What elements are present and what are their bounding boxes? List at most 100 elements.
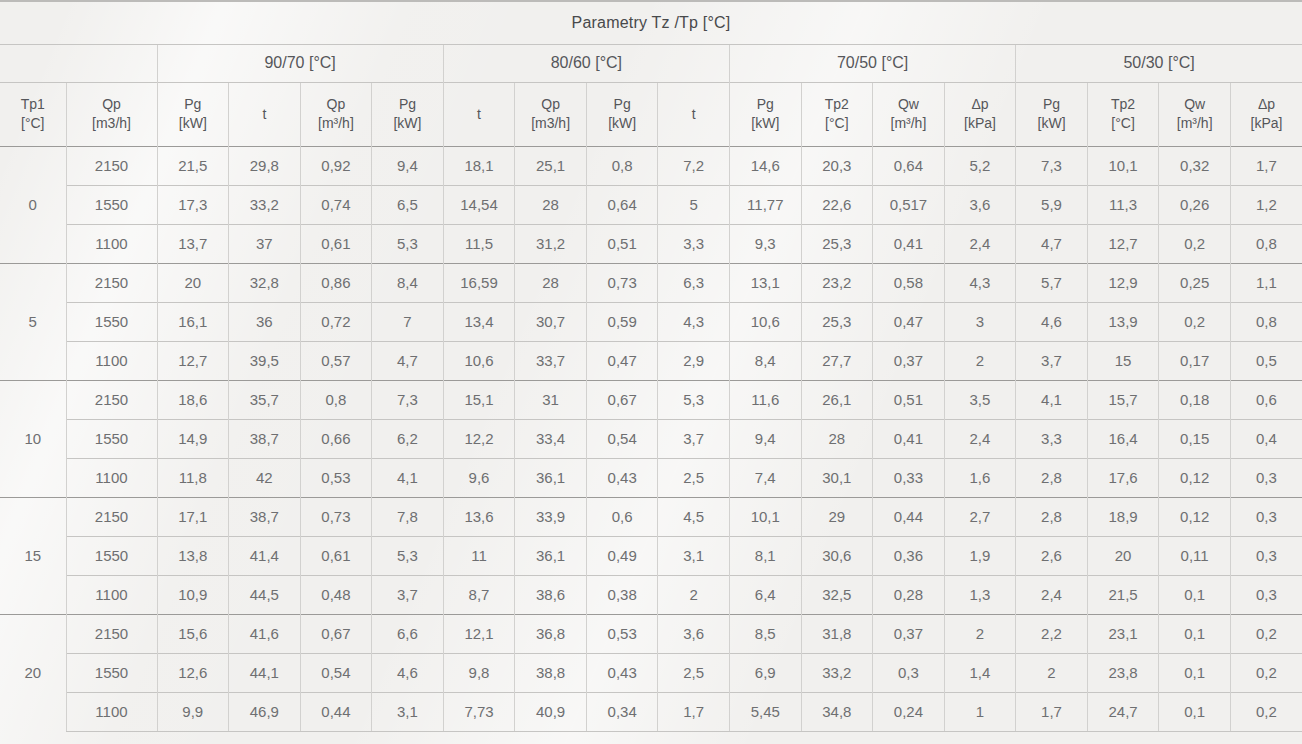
value-cell: 0,49	[586, 536, 658, 575]
value-cell: 18,6	[157, 380, 229, 419]
value-cell: 0,54	[300, 653, 372, 692]
value-cell: 0,74	[300, 185, 372, 224]
column-header: Tp1[°C]	[0, 82, 66, 146]
value-cell: 3,7	[372, 575, 444, 614]
value-cell: 33,4	[515, 419, 587, 458]
value-cell: 12,6	[157, 653, 229, 692]
value-cell: 9,8	[443, 653, 515, 692]
qp-cell: 1100	[66, 575, 157, 614]
value-cell: 3,6	[944, 185, 1016, 224]
value-cell: 0,67	[586, 380, 658, 419]
qp-cell: 2150	[66, 146, 157, 185]
value-cell: 38,7	[229, 419, 301, 458]
value-cell: 0,5	[1230, 341, 1302, 380]
value-cell: 31,8	[801, 614, 873, 653]
value-cell: 0,36	[873, 536, 945, 575]
value-cell: 2,4	[1016, 575, 1088, 614]
value-cell: 2,2	[1016, 614, 1088, 653]
value-cell: 0,53	[300, 458, 372, 497]
value-cell: 1,1	[1230, 263, 1302, 302]
value-cell: 2,4	[944, 224, 1016, 263]
value-cell: 0,6	[1230, 380, 1302, 419]
value-cell: 1,7	[1016, 692, 1088, 731]
value-cell: 1	[944, 692, 1016, 731]
column-header: Pg[kW]	[157, 82, 229, 146]
qp-cell: 1550	[66, 419, 157, 458]
value-cell: 13,4	[443, 302, 515, 341]
column-header: Qp[m3/h]	[515, 82, 587, 146]
value-cell: 0,3	[1230, 497, 1302, 536]
column-header-row: Tp1[°C]Qp[m3/h]Pg[kW]tQp[m³/h]Pg[kW]tQp[…	[0, 82, 1302, 146]
value-cell: 33,7	[515, 341, 587, 380]
value-cell: 12,7	[1087, 224, 1159, 263]
value-cell: 0,92	[300, 146, 372, 185]
value-cell: 6,6	[372, 614, 444, 653]
value-cell: 2,6	[1016, 536, 1088, 575]
qp-cell: 1550	[66, 302, 157, 341]
value-cell: 0,2	[1230, 614, 1302, 653]
value-cell: 18,1	[443, 146, 515, 185]
value-cell: 9,9	[157, 692, 229, 731]
value-cell: 0,54	[586, 419, 658, 458]
value-cell: 2	[944, 341, 1016, 380]
table-row: 11009,946,90,443,17,7340,90,341,75,4534,…	[0, 692, 1302, 731]
value-cell: 0,72	[300, 302, 372, 341]
qp-cell: 2150	[66, 614, 157, 653]
value-cell: 17,1	[157, 497, 229, 536]
value-cell: 6,5	[372, 185, 444, 224]
value-cell: 44,5	[229, 575, 301, 614]
value-cell: 2	[658, 575, 730, 614]
value-cell: 6,2	[372, 419, 444, 458]
group-header-row: 90/70 [°C]80/60 [°C]70/50 [°C]50/30 [°C]	[0, 44, 1302, 82]
table-row: 155014,938,70,666,212,233,40,543,79,4280…	[0, 419, 1302, 458]
value-cell: 5,9	[1016, 185, 1088, 224]
value-cell: 0,1	[1159, 614, 1231, 653]
value-cell: 0,12	[1159, 497, 1231, 536]
value-cell: 3,6	[658, 614, 730, 653]
value-cell: 0,43	[586, 653, 658, 692]
value-cell: 0,58	[873, 263, 945, 302]
value-cell: 44,1	[229, 653, 301, 692]
value-cell: 30,6	[801, 536, 873, 575]
tp1-cell: 0	[0, 146, 66, 263]
value-cell: 0,61	[300, 536, 372, 575]
value-cell: 8,5	[730, 614, 802, 653]
parameters-table: Parametry Tz /Tp [°C] 90/70 [°C]80/60 [°…	[0, 2, 1302, 732]
value-cell: 0,73	[586, 263, 658, 302]
value-cell: 0,8	[586, 146, 658, 185]
value-cell: 2,8	[1016, 497, 1088, 536]
value-cell: 0,26	[1159, 185, 1231, 224]
value-cell: 0,48	[300, 575, 372, 614]
tp1-cell: 20	[0, 614, 66, 731]
value-cell: 3,7	[1016, 341, 1088, 380]
group-header: 90/70 [°C]	[157, 44, 443, 82]
value-cell: 0,17	[1159, 341, 1231, 380]
value-cell: 20	[157, 263, 229, 302]
value-cell: 0,3	[1230, 575, 1302, 614]
value-cell: 36,8	[515, 614, 587, 653]
value-cell: 4,1	[1016, 380, 1088, 419]
value-cell: 38,8	[515, 653, 587, 692]
value-cell: 3,3	[658, 224, 730, 263]
value-cell: 22,6	[801, 185, 873, 224]
value-cell: 0,64	[586, 185, 658, 224]
column-header: Qw[m³/h]	[1159, 82, 1231, 146]
value-cell: 23,8	[1087, 653, 1159, 692]
value-cell: 4,1	[372, 458, 444, 497]
qp-cell: 2150	[66, 497, 157, 536]
table-row: 15215017,138,70,737,813,633,90,64,510,12…	[0, 497, 1302, 536]
value-cell: 18,9	[1087, 497, 1159, 536]
table-row: 155016,1360,72713,430,70,594,310,625,30,…	[0, 302, 1302, 341]
column-header: Δp[kPa]	[944, 82, 1016, 146]
qp-cell: 1100	[66, 341, 157, 380]
value-cell: 7,73	[443, 692, 515, 731]
value-cell: 36,1	[515, 536, 587, 575]
value-cell: 30,1	[801, 458, 873, 497]
value-cell: 7,4	[730, 458, 802, 497]
value-cell: 10,6	[730, 302, 802, 341]
table-row: 521502032,80,868,416,59280,736,313,123,2…	[0, 263, 1302, 302]
value-cell: 12,9	[1087, 263, 1159, 302]
value-cell: 4,6	[372, 653, 444, 692]
value-cell: 33,2	[229, 185, 301, 224]
value-cell: 27,7	[801, 341, 873, 380]
